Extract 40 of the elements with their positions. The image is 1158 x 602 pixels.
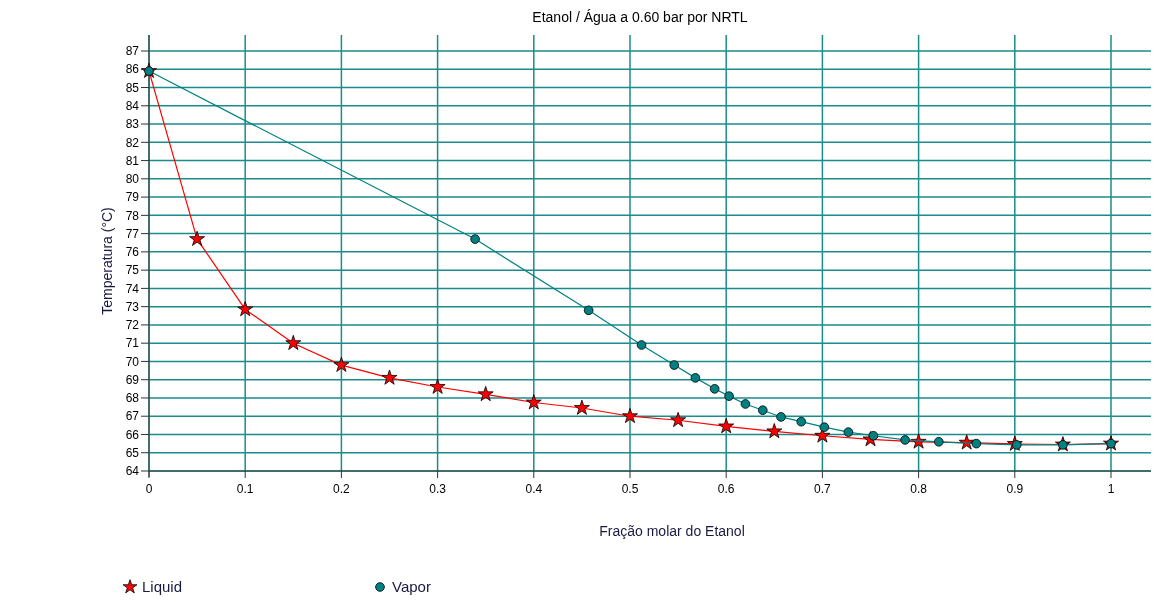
x-axis-title: Fração molar do Etanol (599, 523, 745, 539)
x-tick-label: 0.4 (525, 482, 543, 496)
y-tick-label: 75 (125, 263, 140, 278)
y-tick-label: 83 (125, 117, 140, 132)
y-tick-label: 76 (125, 245, 140, 260)
x-tick-label: 0.8 (910, 482, 928, 496)
x-tick-label: 0.6 (717, 482, 735, 496)
y-tick-label: 77 (125, 226, 140, 241)
y-tick-label: 82 (125, 135, 140, 150)
legend-label: Liquid (142, 578, 183, 596)
y-axis-title: Temperatura (°C) (99, 207, 115, 315)
y-tick-label: 67 (125, 409, 140, 424)
y-tick-label: 85 (125, 80, 140, 95)
x-tick-label: 0.3 (429, 482, 447, 496)
y-tick-label: 78 (125, 208, 140, 223)
x-tick-label: 0.1 (236, 482, 254, 496)
x-tick-label: 0.5 (621, 482, 639, 496)
y-tick-label: 74 (125, 281, 140, 296)
x-tick-label: 0 (145, 482, 153, 496)
y-tick-label: 70 (125, 354, 140, 369)
y-tick-label: 65 (125, 445, 140, 460)
x-tick-label: 0.9 (1006, 482, 1024, 496)
legend-label: Vapor (392, 578, 431, 596)
y-tick-label: 73 (125, 299, 140, 314)
y-tick-label: 86 (125, 62, 140, 77)
x-tick-label: 0.7 (814, 482, 832, 496)
y-tick-label: 66 (125, 427, 140, 442)
chart-title: Etanol / Água a 0.60 bar por NRTL (532, 9, 748, 25)
x-tick-label: 0.2 (333, 482, 351, 496)
y-tick-label: 68 (125, 391, 140, 406)
y-tick-label: 72 (125, 318, 140, 333)
y-tick-label: 71 (125, 336, 140, 351)
y-tick-label: 81 (125, 153, 140, 168)
y-tick-label: 64 (125, 464, 140, 479)
y-tick-label: 79 (125, 190, 140, 205)
y-tick-label: 87 (125, 44, 140, 59)
y-tick-label: 80 (125, 172, 140, 187)
x-tick-label: 1 (1107, 482, 1115, 496)
y-tick-label: 69 (125, 372, 140, 387)
y-tick-label: 84 (125, 98, 140, 113)
